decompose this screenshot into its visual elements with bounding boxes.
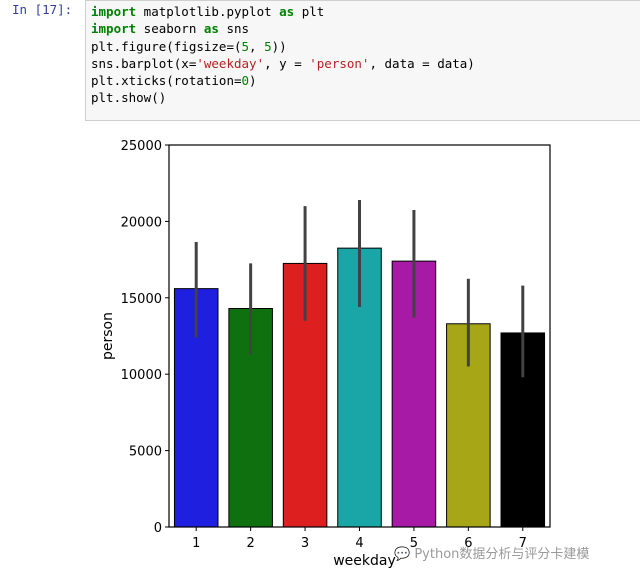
code-text[interactable]: import matplotlib.pyplot as plt import se… [91,3,475,107]
code-line: plt.xticks(rotation=0) [91,72,475,89]
chat-bubble-icon: 💬 [394,547,411,562]
y-tick-label: 10000 [121,368,162,383]
y-tick-label: 20000 [121,215,162,230]
code-token: 0 [241,73,250,89]
x-tick-label: 4 [355,536,363,551]
code-token: plt.figure(figsize=( [91,38,242,54]
code-token: plt.xticks(rotation= [91,73,242,89]
code-token: import [91,21,137,37]
cell-prompt: In [17]: [12,2,73,17]
x-tick-label: 5 [410,536,418,551]
code-token: , data = data) [369,55,475,71]
code-line: plt.figure(figsize=(5, 5)) [91,38,475,55]
code-token: ) [249,73,257,89]
code-token: 5 [264,38,272,54]
code-line: import matplotlib.pyplot as plt [91,3,475,20]
code-token: 'person' [309,55,370,71]
code-token: as [203,21,219,37]
y-tick-label: 5000 [129,445,162,460]
watermark-text: Python数据分析与评分卡建模 [414,547,590,562]
code-token: 5 [241,38,250,54]
code-token: sns.barplot(x= [91,55,197,71]
code-token: seaborn [136,21,204,37]
y-tick-label: 15000 [121,292,162,307]
code-token: import [91,4,137,19]
x-tick-label: 2 [247,536,255,551]
code-line: plt.show() [91,89,475,106]
x-axis-label: weekday [333,553,396,569]
code-token: , y = [264,55,310,71]
code-token: , [249,38,265,54]
y-tick-label: 0 [154,521,162,536]
y-tick-label: 25000 [121,139,162,154]
code-token: plt.show() [91,90,167,106]
code-token: 'weekday' [196,55,265,71]
code-line: import seaborn as sns [91,20,475,37]
code-token: matplotlib.pyplot [136,4,280,19]
code-token: sns [218,21,250,37]
x-tick-label: 3 [301,536,309,551]
y-axis-label: person [100,312,116,360]
code-cell[interactable]: import matplotlib.pyplot as plt import se… [85,0,640,121]
x-tick-label: 1 [192,536,200,551]
code-line: sns.barplot(x='weekday', y = 'person', d… [91,55,475,72]
x-tick-label: 6 [464,536,472,551]
watermark: 💬 Python数据分析与评分卡建模 [394,543,589,562]
code-token: plt [294,4,325,19]
x-tick-label: 7 [519,536,527,551]
code-token: as [279,4,295,19]
code-token: )) [271,38,287,54]
